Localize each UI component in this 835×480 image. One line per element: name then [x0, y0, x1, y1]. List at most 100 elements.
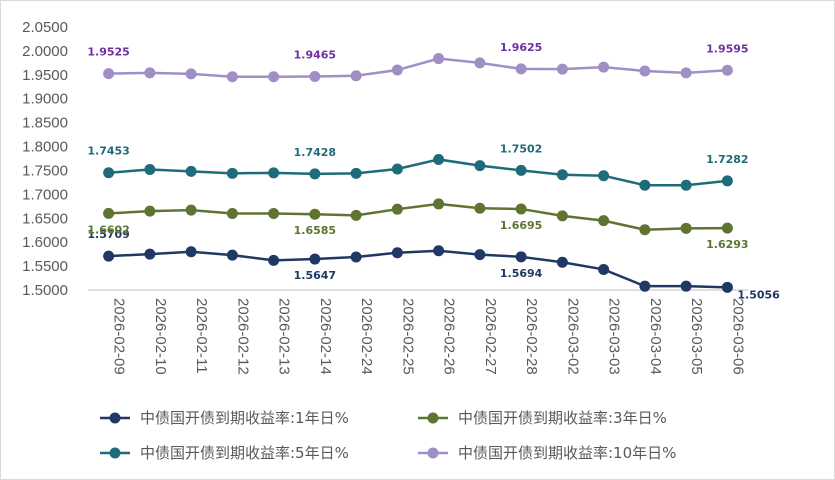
data-point [350, 251, 362, 263]
y-tick-label: 1.8000 [22, 139, 68, 156]
x-tick-label: 2026-02-24 [358, 298, 375, 375]
data-point [103, 167, 115, 179]
data-point [515, 251, 527, 263]
series-2 [103, 198, 733, 236]
y-tick-label: 1.7000 [22, 186, 68, 203]
data-label: 1.7453 [87, 145, 129, 158]
data-label: 1.6602 [87, 223, 129, 236]
y-tick-label: 1.9500 [22, 67, 68, 84]
data-point [268, 254, 280, 266]
data-label: 1.5056 [737, 288, 780, 301]
data-point [226, 207, 238, 219]
data-point [350, 70, 362, 82]
x-tick-label: 2026-02-27 [482, 298, 499, 375]
y-tick-label: 1.6500 [22, 210, 68, 227]
data-point [433, 198, 445, 210]
x-tick-label: 2026-03-03 [606, 298, 623, 375]
data-point [309, 168, 321, 180]
legend: 中债国开债到期收益率:1年日% 中债国开债到期收益率:3年日% 中债国开债到期收益率… [100, 409, 676, 462]
y-tick-label: 1.8500 [22, 115, 68, 132]
data-point [350, 167, 362, 179]
y-tick-label: 1.5500 [22, 258, 68, 275]
x-tick-label: 2026-02-25 [399, 298, 416, 375]
data-point [350, 209, 362, 221]
data-point [515, 164, 527, 176]
data-label: 1.9465 [294, 48, 336, 61]
y-tick-label: 1.5000 [22, 282, 68, 299]
data-label: 1.7282 [706, 153, 748, 166]
y-tick-label: 2.0000 [22, 43, 68, 60]
series-line [108, 202, 728, 232]
data-point [391, 64, 403, 76]
data-label: 1.9625 [500, 41, 542, 54]
data-point [556, 256, 568, 268]
series-3 [103, 153, 733, 191]
data-label: 1.5647 [294, 269, 336, 282]
data-point [309, 253, 321, 265]
data-label: 1.5694 [500, 267, 543, 280]
data-point [103, 207, 115, 219]
data-point [639, 280, 651, 292]
data-point [144, 248, 156, 260]
x-tick-label: 2026-02-12 [234, 298, 251, 375]
data-point [268, 71, 280, 83]
series-line [108, 249, 728, 289]
data-point [515, 63, 527, 75]
data-point [680, 280, 692, 292]
data-point [433, 53, 445, 65]
legend-item: 中债国开债到期收益率:3年日% [418, 409, 667, 427]
data-point [226, 249, 238, 261]
data-point [556, 210, 568, 222]
data-point [639, 65, 651, 77]
data-point [391, 163, 403, 175]
data-point [185, 68, 197, 80]
legend-label: 中债国开债到期收益率:10年日% [458, 444, 676, 462]
data-point [268, 167, 280, 179]
y-tick-label: 2.0500 [22, 19, 68, 36]
data-point [721, 281, 733, 293]
data-point [474, 249, 486, 261]
series-layer [103, 53, 733, 293]
x-axis: 2026-02-09 2026-02-10 2026-02-11 2026-02-12… [88, 289, 748, 375]
data-point [680, 222, 692, 234]
x-tick-label: 2026-03-05 [688, 298, 705, 375]
data-point [721, 64, 733, 76]
data-point [474, 57, 486, 69]
x-tick-label: 2026-02-28 [523, 298, 540, 375]
data-point [721, 222, 733, 234]
series-line [108, 57, 728, 78]
data-label: 1.7502 [500, 142, 542, 155]
data-point [598, 170, 610, 182]
y-axis: 1.5000 1.5500 1.6000 1.6500 1.7000 1.7500 1.80… [22, 19, 68, 299]
data-label: 1.6293 [706, 238, 748, 251]
data-point [144, 205, 156, 217]
data-label: 1.7428 [294, 146, 336, 159]
data-point [433, 153, 445, 165]
data-point [144, 67, 156, 79]
x-tick-label: 2026-02-14 [317, 298, 334, 375]
data-label: 1.6695 [500, 219, 542, 232]
legend-item: 中债国开债到期收益率:10年日% [418, 444, 676, 462]
data-point [226, 71, 238, 83]
data-point [103, 68, 115, 80]
data-point [639, 224, 651, 236]
data-point [268, 207, 280, 219]
data-point [556, 63, 568, 75]
data-point [185, 246, 197, 258]
x-tick-label: 2026-02-13 [276, 298, 293, 375]
y-tick-label: 1.7500 [22, 162, 68, 179]
data-point [185, 165, 197, 177]
data-point [680, 179, 692, 191]
data-label: 1.9525 [87, 46, 129, 59]
data-point [474, 202, 486, 214]
series-4 [103, 53, 733, 83]
data-point [598, 263, 610, 275]
legend-label: 中债国开债到期收益率:1年日% [140, 409, 349, 427]
x-tick-label: 2026-03-02 [564, 298, 581, 375]
x-tick-label: 2026-03-06 [729, 298, 746, 375]
x-tick-label: 2026-03-04 [647, 298, 664, 375]
data-point [309, 208, 321, 220]
data-point [680, 67, 692, 79]
